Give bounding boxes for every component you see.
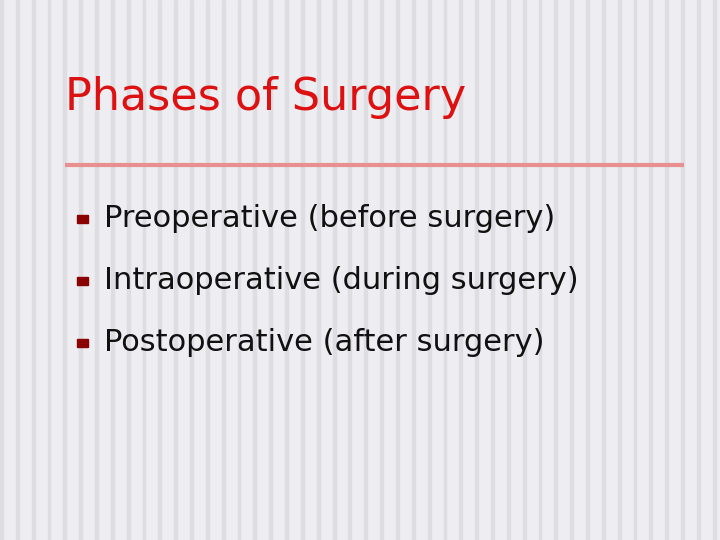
Bar: [459, 0, 462, 540]
Bar: [190, 0, 193, 540]
Bar: [380, 0, 383, 540]
Bar: [79, 0, 82, 540]
Bar: [507, 0, 510, 540]
Bar: [348, 0, 351, 540]
Text: Intraoperative (during surgery): Intraoperative (during surgery): [104, 266, 579, 295]
Bar: [111, 0, 114, 540]
Bar: [428, 0, 431, 540]
Bar: [269, 0, 272, 540]
Bar: [238, 0, 240, 540]
Bar: [602, 0, 605, 540]
Bar: [253, 0, 256, 540]
Bar: [48, 0, 50, 540]
Bar: [77, 339, 89, 347]
Bar: [649, 0, 652, 540]
Bar: [491, 0, 494, 540]
Bar: [697, 0, 700, 540]
Bar: [713, 0, 716, 540]
Bar: [222, 0, 225, 540]
Bar: [570, 0, 573, 540]
Bar: [618, 0, 621, 540]
Bar: [539, 0, 541, 540]
Bar: [32, 0, 35, 540]
Bar: [475, 0, 478, 540]
Bar: [143, 0, 145, 540]
Bar: [77, 214, 89, 223]
Bar: [317, 0, 320, 540]
Bar: [285, 0, 288, 540]
Bar: [158, 0, 161, 540]
Bar: [634, 0, 636, 540]
Bar: [586, 0, 589, 540]
Bar: [0, 0, 3, 540]
Bar: [523, 0, 526, 540]
Bar: [554, 0, 557, 540]
Bar: [77, 276, 89, 285]
Bar: [301, 0, 304, 540]
Bar: [412, 0, 415, 540]
Bar: [681, 0, 684, 540]
Bar: [665, 0, 668, 540]
Bar: [127, 0, 130, 540]
Bar: [63, 0, 66, 540]
Bar: [364, 0, 367, 540]
Text: Preoperative (before surgery): Preoperative (before surgery): [104, 204, 556, 233]
Text: Postoperative (after surgery): Postoperative (after surgery): [104, 328, 545, 357]
Bar: [95, 0, 98, 540]
Bar: [444, 0, 446, 540]
Bar: [174, 0, 177, 540]
Text: Phases of Surgery: Phases of Surgery: [65, 76, 466, 119]
Bar: [396, 0, 399, 540]
Bar: [16, 0, 19, 540]
Bar: [333, 0, 336, 540]
Bar: [206, 0, 209, 540]
